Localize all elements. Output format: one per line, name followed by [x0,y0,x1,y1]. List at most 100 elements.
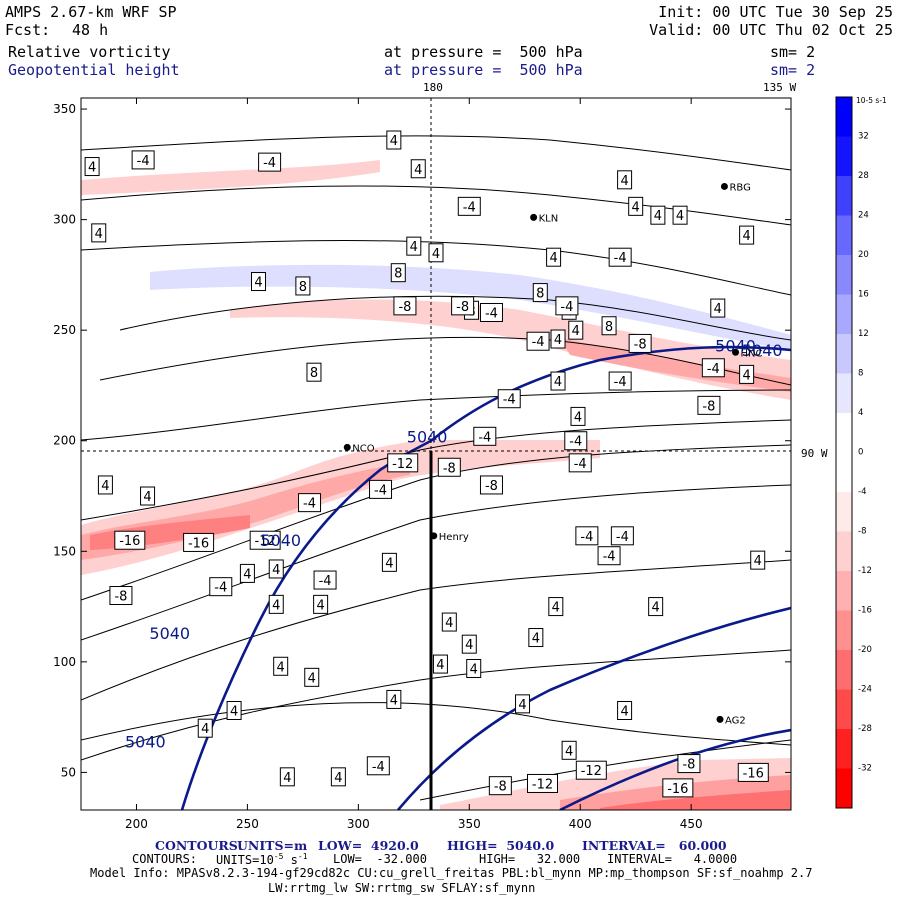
vorticity-label-box [710,298,726,318]
smoothing-1: sm= 2 [770,43,816,61]
vorticity-label-box [461,634,477,654]
vorticity-label-box [739,225,755,245]
colorbar-swatch [836,610,852,651]
x-tick-label: 400 [569,817,592,831]
units-exp: -5 [273,852,284,861]
vorticity-label: 4 [445,616,453,631]
vorticity-label: 4 [572,324,580,339]
colorbar-tick-label: 0 [858,448,863,458]
height-contour-label: 5040 [715,337,756,356]
vorticity-label-box [597,546,621,566]
vorticity-label: -8 [634,337,647,352]
vorticity-label: 4 [88,161,96,176]
vorticity-label: -16 [667,782,688,797]
vorticity-label-box [515,694,531,714]
vorticity-label: 8 [394,267,402,282]
vorticity-label: 4 [620,174,628,189]
vorticity-label: 4 [676,209,684,224]
lon-180-label: 180 [423,81,443,94]
vorticity-label-box [488,776,512,796]
plot-area [81,98,791,810]
vorticity-label-box [479,475,503,495]
neg-vorticity-core-bottom2 [600,790,791,810]
lon-90w-label: 90 W [801,447,828,460]
station-label: Henry [439,532,469,543]
vorticity-label: 4 [414,163,422,178]
y-tick-label: 200 [53,434,76,448]
level-vorticity: at pressure = 500 hPa [384,43,583,61]
vorticity-label-box [114,530,146,550]
vorticity-label-box [258,152,282,172]
vorticity-label: -4 [319,574,332,589]
vorticity-label: 4 [385,556,393,571]
colorbar-tick-label: -12 [858,566,872,576]
vorticity-label-box [428,243,444,263]
vorticity-label: -4 [263,156,276,171]
vorticity-label-box [548,597,564,617]
vorticity-label: 4 [436,658,444,673]
colorbar-swatch [836,729,852,769]
x-tick-label: 350 [458,817,481,831]
colorbar-tick-label: 24 [858,211,869,221]
station-marker [530,213,538,221]
vorticity-label: 4 [742,229,750,244]
vorticity-label-box [479,302,503,322]
vorticity-label: 4 [390,693,398,708]
units-exp2: -1 [297,852,308,861]
y-tick-label: 100 [53,655,76,669]
vorticity-label-box [313,594,329,614]
smoothing-2: sm= 2 [770,61,816,79]
station-label: RBG [729,182,750,193]
vorticity-label-box [91,223,107,243]
vorticity-label-box [410,159,426,179]
colorbar-swatch [836,689,852,730]
colorbar-tick-label: -24 [858,685,872,695]
vorticity-label-box [550,329,566,349]
colorbar-tick-label: 20 [858,250,869,260]
vorticity-label-box [473,426,497,446]
vorticity-label: -4 [616,530,629,545]
station-label: HNC [741,348,763,359]
colorbar-swatch [836,452,852,493]
vorticity-label: 4 [549,251,557,266]
vorticity-label: -12 [392,457,413,472]
vorticity-label: -4 [603,550,616,565]
colorbar-swatch [836,294,852,335]
vorticity-label: 4 [283,771,291,786]
neg-vorticity-band-north [81,160,380,195]
vorticity-label: 8 [299,280,307,295]
vorticity-label-box [406,236,422,256]
units-prefix: UNITS=10 [216,853,274,867]
vorticity-label-box [457,196,481,216]
field-geopotential: Geopotential height [8,61,180,79]
vorticity-label: 4 [308,671,316,686]
vorticity-label: 4 [518,698,526,713]
colorbar-swatch [836,531,852,572]
vorticity-label-box [140,486,156,506]
vorticity-label: -4 [532,335,545,350]
vorticity-label-box [628,196,644,216]
footer-model-info-2: LW:rrtmg_lw SW:rrtmg_sw SFLAY:sf_mynn [268,881,536,895]
vorticity-label: 4 [410,240,418,255]
vorticity-label: 4 [632,200,640,215]
vorticity-label-box [387,453,419,473]
vorticity-label: 8 [536,287,544,302]
vorticity-label-box [701,358,725,378]
vorticity-label: 4 [201,722,209,737]
station-marker [720,182,728,190]
colorbar-swatch [836,97,852,137]
vorticity-label-box [209,577,233,597]
vorticity-label-box [739,364,755,384]
station-marker [732,348,740,356]
vorticity-label-box [109,586,133,606]
vorticity-label-box [441,612,457,632]
valid-time: Valid: 00 UTC Thu 02 Oct 25 [649,21,893,39]
vorticity-label-box [369,479,393,499]
vorticity-label-box [249,530,281,550]
vorticity-label: 4 [101,479,109,494]
colorbar-swatch [836,650,852,690]
vorticity-label: -16 [743,766,764,781]
footer-contour-2-low: LOW= -32.000 [333,852,427,866]
y-tick-label: 350 [53,102,76,116]
vorticity-label-box [555,296,579,316]
